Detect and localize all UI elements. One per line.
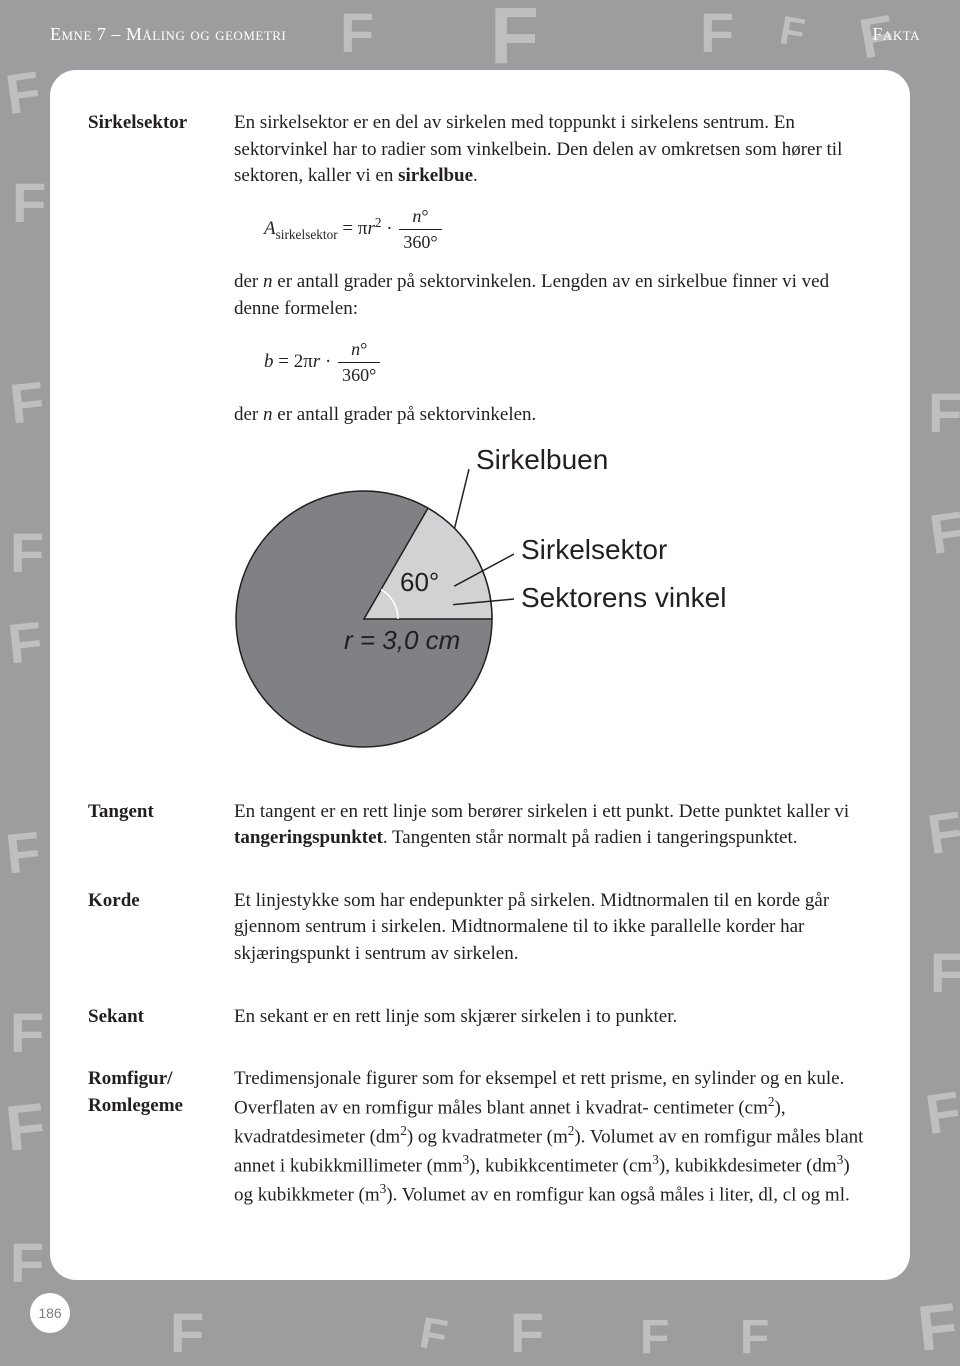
svg-text:r = 3,0 cm: r = 3,0 cm [344, 625, 460, 655]
sirkelsektor-p2: der n er antall grader på sektorvinkelen… [234, 269, 872, 322]
term-romfigur: Romfigur/ Romlegeme [88, 1066, 234, 1214]
def-korde: Et linjestykke som har endepunkter på si… [234, 888, 872, 974]
content-card: Sirkelsektor En sirkelsektor er en del a… [50, 70, 910, 1280]
entry-sirkelsektor: Sirkelsektor En sirkelsektor er en del a… [88, 110, 872, 769]
term-korde: Korde [88, 888, 234, 974]
entry-tangent: Tangent En tangent er en rett linje som … [88, 799, 872, 858]
entry-korde: Korde Et linjestykke som har endepunkter… [88, 888, 872, 974]
svg-text:Sektorens vinkel: Sektorens vinkel [521, 582, 726, 613]
page-header: Emne 7 – Måling og geometri Fakta [50, 24, 920, 45]
def-sekant: En sekant er en rett linje som skjærer s… [234, 1004, 872, 1037]
def-romfigur: Tredimensjonale figurer som for eksempel… [234, 1066, 872, 1214]
term-tangent: Tangent [88, 799, 234, 858]
header-right: Fakta [872, 24, 920, 45]
def-sirkelsektor: En sirkelsektor er en del av sirkelen me… [234, 110, 872, 769]
sirkelsektor-p3: der n er antall grader på sektorvinkelen… [234, 402, 872, 429]
svg-text:Sirkelsektor: Sirkelsektor [521, 534, 667, 565]
header-left: Emne 7 – Måling og geometri [50, 24, 286, 45]
term-sirkelsektor: Sirkelsektor [88, 110, 234, 769]
sirkelsektor-p1: En sirkelsektor er en del av sirkelen me… [234, 110, 872, 190]
term-sekant: Sekant [88, 1004, 234, 1037]
svg-text:60°: 60° [400, 567, 439, 597]
page-number: 186 [30, 1293, 70, 1333]
formula-arc: b = 2πr · n°360° [264, 337, 872, 389]
entry-sekant: Sekant En sekant er en rett linje som sk… [88, 1004, 872, 1037]
svg-text:Sirkelbuen: Sirkelbuen [476, 444, 608, 475]
formula-area: Asirkelsektor = πr2 · n°360° [264, 204, 872, 256]
circle-diagram: Sirkelbuen Sirkelsektor Sektorens vinkel… [214, 439, 774, 769]
def-tangent: En tangent er en rett linje som berører … [234, 799, 872, 858]
entry-romfigur: Romfigur/ Romlegeme Tredimensjonale figu… [88, 1066, 872, 1214]
